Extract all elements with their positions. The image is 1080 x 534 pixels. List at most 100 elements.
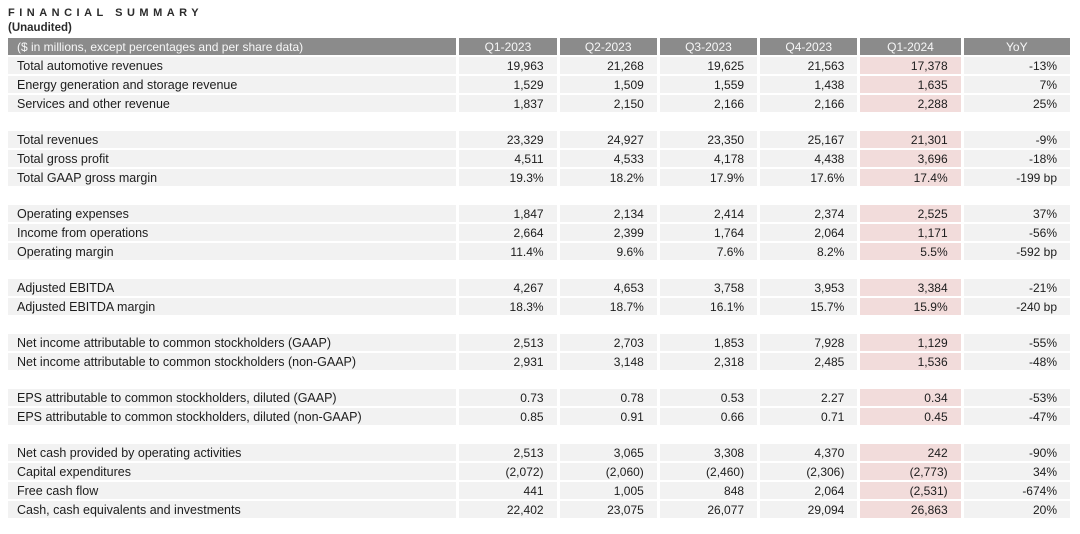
page-title: FINANCIAL SUMMARY [8, 7, 204, 19]
header-col-q4-2023: Q4-2023 [760, 38, 858, 55]
value-cell: 18.7% [559, 298, 657, 315]
value-cell: 4,267 [459, 279, 557, 296]
value-cell: 26,077 [659, 501, 758, 518]
section-spacer [8, 372, 1070, 387]
financial-summary-page: FINANCIAL SUMMARY (Unaudited) ($ in mill… [8, 7, 1070, 518]
value-cell: 3,758 [659, 279, 758, 296]
value-cell: -55% [963, 334, 1070, 351]
table-row: EPS attributable to common stockholders,… [8, 389, 1070, 406]
value-cell: 2,703 [559, 334, 657, 351]
value-cell-q1-2024: 0.45 [860, 408, 961, 425]
value-cell: 1,853 [659, 334, 758, 351]
row-label: EPS attributable to common stockholders,… [8, 389, 457, 406]
table-row: Operating margin 11.4% 9.6% 7.6% 8.2% 5.5% -59… [8, 243, 1070, 260]
row-label: Operating expenses [8, 205, 457, 222]
value-cell: 4,178 [659, 150, 758, 167]
value-cell: 2,134 [559, 205, 657, 222]
value-cell: -674% [963, 482, 1070, 499]
table-row: Operating expenses 1,847 2,134 2,414 2,374 2,… [8, 205, 1070, 222]
value-cell: 4,370 [760, 444, 858, 461]
value-cell: 2,513 [459, 334, 557, 351]
value-cell: 7.6% [659, 243, 758, 260]
value-cell: 19,625 [659, 57, 758, 74]
value-cell: 0.71 [760, 408, 858, 425]
table-row: Services and other revenue 1,837 2,150 2,16… [8, 95, 1070, 112]
value-cell-q1-2024: 5.5% [860, 243, 961, 260]
value-cell: 15.7% [760, 298, 858, 315]
value-cell: 2,485 [760, 353, 858, 370]
value-cell: 1,559 [659, 76, 758, 93]
value-cell-q1-2024: 1,536 [860, 353, 961, 370]
value-cell: -592 bp [963, 243, 1070, 260]
value-cell: 4,653 [559, 279, 657, 296]
value-cell: -199 bp [963, 169, 1070, 186]
row-label: Adjusted EBITDA margin [8, 298, 457, 315]
header-col-q1-2023: Q1-2023 [459, 38, 557, 55]
value-cell: 1,005 [559, 482, 657, 499]
value-cell: 2,513 [459, 444, 557, 461]
value-cell: -90% [963, 444, 1070, 461]
value-cell: 1,837 [459, 95, 557, 112]
value-cell-q1-2024: 3,696 [860, 150, 961, 167]
value-cell: -48% [963, 353, 1070, 370]
section-spacer [8, 262, 1070, 277]
value-cell-q1-2024: 17.4% [860, 169, 961, 186]
value-cell: 2,374 [760, 205, 858, 222]
value-cell: 24,927 [559, 131, 657, 148]
value-cell: (2,060) [559, 463, 657, 480]
header-col-q2-2023: Q2-2023 [559, 38, 657, 55]
header-col-q3-2023: Q3-2023 [659, 38, 758, 55]
value-cell: 18.2% [559, 169, 657, 186]
value-cell: 0.78 [559, 389, 657, 406]
value-cell: 2.27 [760, 389, 858, 406]
value-cell: 3,308 [659, 444, 758, 461]
value-cell: 1,509 [559, 76, 657, 93]
value-cell: -47% [963, 408, 1070, 425]
value-cell: 17.9% [659, 169, 758, 186]
header-col-q1-2024: Q1-2024 [860, 38, 961, 55]
value-cell: 1,438 [760, 76, 858, 93]
value-cell: 2,414 [659, 205, 758, 222]
value-cell: -21% [963, 279, 1070, 296]
value-cell: 2,166 [760, 95, 858, 112]
value-cell: 2,166 [659, 95, 758, 112]
value-cell-q1-2024: 2,525 [860, 205, 961, 222]
value-cell: 0.66 [659, 408, 758, 425]
table-row: Total automotive revenues 19,963 21,268 19,… [8, 57, 1070, 74]
value-cell: 25,167 [760, 131, 858, 148]
value-cell-q1-2024: 242 [860, 444, 961, 461]
value-cell: 23,075 [559, 501, 657, 518]
row-label: Total revenues [8, 131, 457, 148]
value-cell: 4,511 [459, 150, 557, 167]
value-cell: 1,764 [659, 224, 758, 241]
value-cell: 1,847 [459, 205, 557, 222]
value-cell: 19.3% [459, 169, 557, 186]
value-cell: 2,064 [760, 224, 858, 241]
value-cell: 19,963 [459, 57, 557, 74]
row-label: Capital expenditures [8, 463, 457, 480]
row-label: Net cash provided by operating activitie… [8, 444, 457, 461]
value-cell: 848 [659, 482, 758, 499]
value-cell: -13% [963, 57, 1070, 74]
value-cell-q1-2024: 15.9% [860, 298, 961, 315]
row-label: Energy generation and storage revenue [8, 76, 457, 93]
table-row: Total gross profit 4,511 4,533 4,178 4,438 3,… [8, 150, 1070, 167]
table-row: Adjusted EBITDA 4,267 4,653 3,758 3,953 3,384… [8, 279, 1070, 296]
table-row: Net cash provided by operating activitie… [8, 444, 1070, 461]
value-cell-q1-2024: 21,301 [860, 131, 961, 148]
value-cell: 21,563 [760, 57, 858, 74]
value-cell: 2,318 [659, 353, 758, 370]
row-label: Adjusted EBITDA [8, 279, 457, 296]
value-cell: (2,072) [459, 463, 557, 480]
row-label: EPS attributable to common stockholders,… [8, 408, 457, 425]
row-label: Total GAAP gross margin [8, 169, 457, 186]
value-cell: 0.91 [559, 408, 657, 425]
table-body: Total automotive revenues 19,963 21,268 19,… [8, 57, 1070, 518]
value-cell: 3,065 [559, 444, 657, 461]
value-cell: 21,268 [559, 57, 657, 74]
value-cell: -240 bp [963, 298, 1070, 315]
value-cell: 2,064 [760, 482, 858, 499]
value-cell: 4,533 [559, 150, 657, 167]
value-cell: 3,953 [760, 279, 858, 296]
value-cell-q1-2024: 3,384 [860, 279, 961, 296]
